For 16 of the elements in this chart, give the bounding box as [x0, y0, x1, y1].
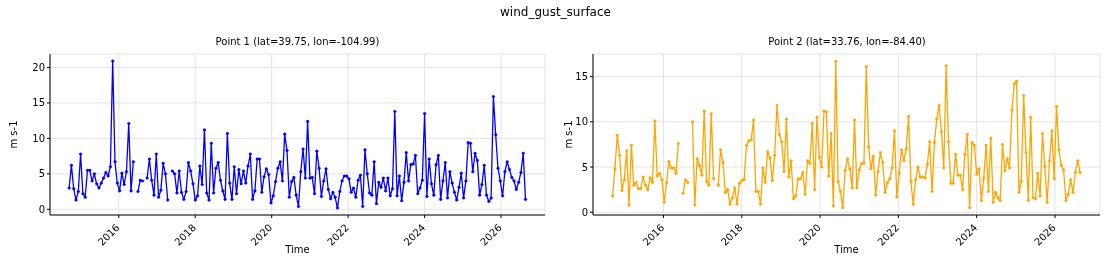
y-tick-label: 15 — [575, 71, 588, 83]
y-tick-label: 15 — [32, 97, 45, 109]
y-axis-title: m s-1 — [7, 120, 19, 149]
x-axis-title: Time — [834, 244, 859, 255]
chart-subtitle: Point 1 (lat=39.75, lon=-104.99) — [214, 36, 381, 47]
chart-subtitle: Point 2 (lat=33.76, lon=-84.40) — [767, 36, 927, 47]
y-tick-label: 0 — [581, 206, 588, 218]
chart-title: wind_gust_surface — [499, 5, 612, 19]
y-tick-label: 20 — [32, 62, 45, 74]
y-tick-label: 10 — [575, 116, 588, 128]
y-tick-label: 5 — [38, 168, 45, 180]
y-tick-label: 0 — [38, 203, 45, 215]
y-tick-label: 10 — [32, 132, 45, 144]
x-axis-title: Time — [285, 244, 310, 255]
y-axis-title: m s-1 — [562, 120, 574, 149]
y-tick-label: 5 — [581, 161, 588, 173]
